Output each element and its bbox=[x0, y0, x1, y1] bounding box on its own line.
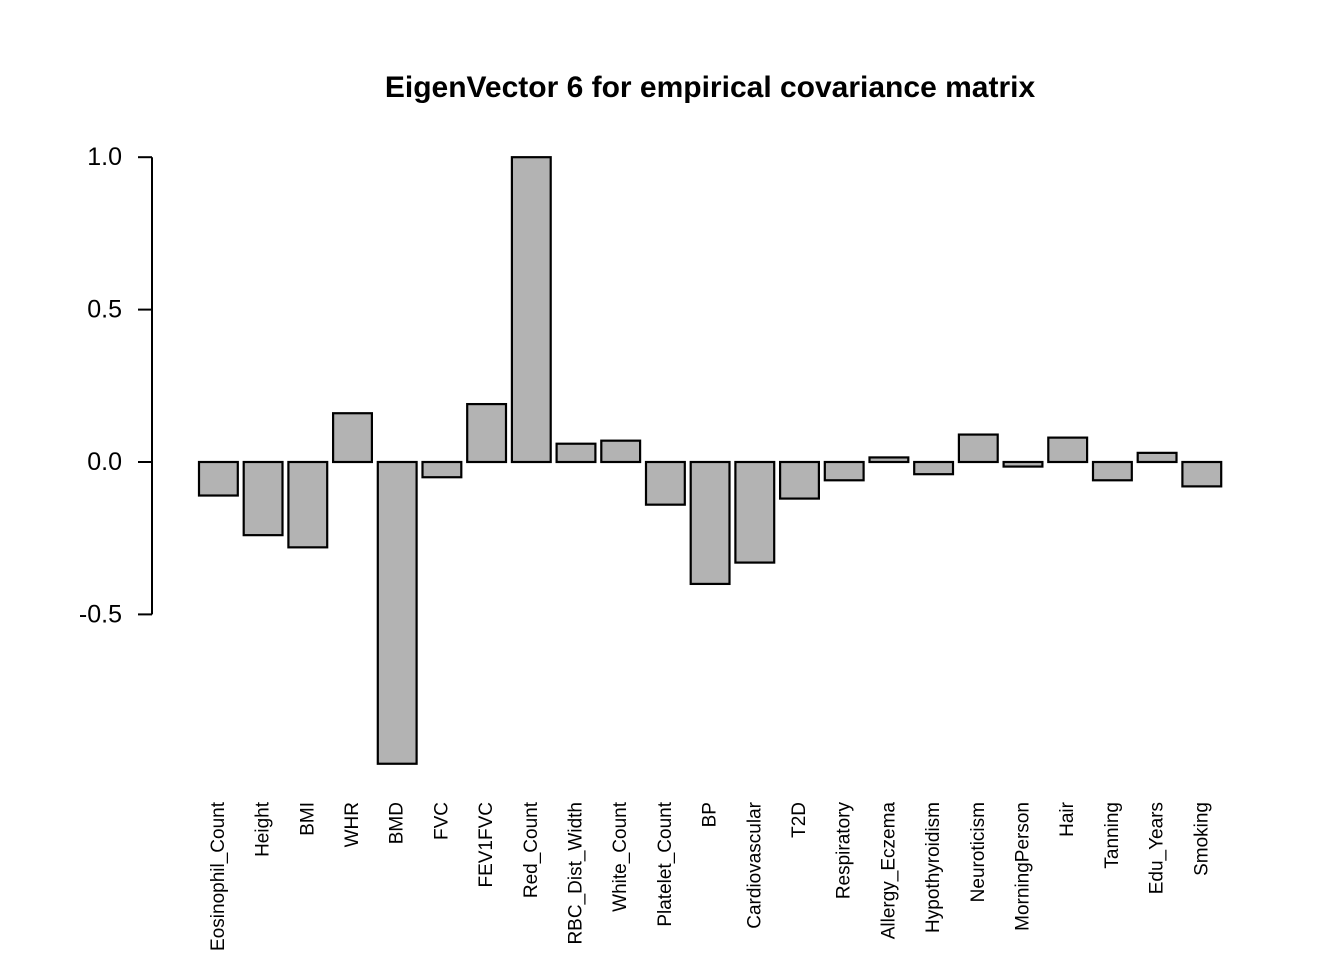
x-label-Height: Height bbox=[253, 801, 274, 857]
bar-MorningPerson bbox=[1002, 460, 1044, 468]
bar-RBC_Dist_Width bbox=[555, 442, 597, 464]
x-label-Eosinophil_Count: Eosinophil_Count bbox=[208, 801, 229, 951]
y-tick-label: 0.5 bbox=[87, 296, 122, 324]
bar-T2D bbox=[778, 460, 820, 500]
bar-Platelet_Count bbox=[644, 460, 686, 506]
x-label-T2D: T2D bbox=[789, 802, 810, 838]
x-label-Tanning: Tanning bbox=[1102, 802, 1123, 869]
bar-BP bbox=[689, 460, 731, 586]
bars-group bbox=[197, 156, 1223, 765]
bar-BMD bbox=[376, 460, 418, 765]
x-label-Respiratory: Respiratory bbox=[834, 802, 855, 900]
x-label-BMD: BMD bbox=[387, 802, 408, 844]
x-label-Hypothyroidism: Hypothyroidism bbox=[923, 802, 944, 933]
bar-WHR bbox=[332, 412, 374, 464]
x-label-Cardiovascular: Cardiovascular bbox=[744, 801, 765, 928]
bar-FEV1FVC bbox=[466, 402, 508, 464]
x-label-Platelet_Count: Platelet_Count bbox=[655, 801, 676, 926]
bar-Hair bbox=[1047, 436, 1089, 464]
bar-White_Count bbox=[600, 439, 642, 464]
bar-Respiratory bbox=[823, 460, 865, 482]
bar-Allergy_Eczema bbox=[868, 456, 910, 464]
x-label-White_Count: White_Count bbox=[610, 801, 631, 912]
x-label-FVC: FVC bbox=[431, 802, 452, 840]
x-label-Allergy_Eczema: Allergy_Eczema bbox=[878, 802, 899, 940]
x-label-WHR: WHR bbox=[342, 802, 363, 847]
y-tick-label: -0.5 bbox=[79, 600, 122, 628]
y-axis: 1.0 0.5 0.0 -0.5 bbox=[79, 143, 153, 628]
chart-title: EigenVector 6 for empirical covariance m… bbox=[385, 71, 1036, 104]
y-tick-label: 0.0 bbox=[87, 448, 122, 476]
x-label-Neuroticism: Neuroticism bbox=[968, 802, 989, 902]
x-label-FEV1FVC: FEV1FVC bbox=[476, 802, 497, 888]
bar-BMI bbox=[287, 460, 329, 549]
x-label-BP: BP bbox=[700, 802, 721, 827]
bar-Cardiovascular bbox=[734, 460, 776, 564]
bar-Red_Count bbox=[510, 156, 552, 464]
bar-Smoking bbox=[1181, 460, 1223, 488]
bar-Hypothyroidism bbox=[913, 460, 955, 476]
bar-Edu_Years bbox=[1136, 451, 1178, 464]
x-label-Edu_Years: Edu_Years bbox=[1147, 802, 1168, 894]
y-tick-label: 1.0 bbox=[87, 143, 122, 171]
x-label-MorningPerson: MorningPerson bbox=[1013, 802, 1034, 931]
bar-Height bbox=[242, 460, 284, 537]
x-label-RBC_Dist_Width: RBC_Dist_Width bbox=[566, 802, 587, 945]
x-label-BMI: BMI bbox=[297, 802, 318, 836]
bar-FVC bbox=[421, 460, 463, 479]
x-label-Smoking: Smoking bbox=[1191, 802, 1212, 876]
x-label-Hair: Hair bbox=[1057, 801, 1078, 837]
x-label-Red_Count: Red_Count bbox=[521, 801, 542, 898]
bar-Eosinophil_Count bbox=[197, 460, 239, 497]
x-axis-labels: Eosinophil_Count Height BMI WHR BMD FVC FEV1FV… bbox=[208, 801, 1212, 951]
bar-Neuroticism bbox=[957, 433, 999, 464]
bar-Tanning bbox=[1091, 460, 1133, 482]
